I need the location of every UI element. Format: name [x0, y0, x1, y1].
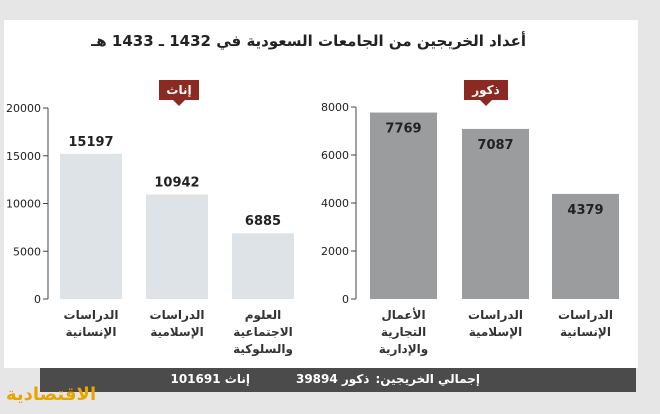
- male-bar: [370, 112, 437, 299]
- infographic-frame: أعداد الخريجين من الجامعات السعودية في 1…: [4, 8, 654, 392]
- male-y-tick-label: 2000: [321, 245, 349, 258]
- male-data-label: 4379: [567, 203, 603, 218]
- male-badge: ذكور: [464, 80, 508, 106]
- totals-bar: إجمالي الخريجين: ذكور 39894 إناث 101691: [40, 368, 636, 392]
- male-category-label: والإدارية: [379, 342, 428, 357]
- male-category-label: الأعمال: [381, 307, 425, 322]
- chart-title: أعداد الخريجين من الجامعات السعودية في 1…: [91, 32, 526, 50]
- male-y-tick-label: 6000: [321, 149, 349, 162]
- male-category-label: الإنسانية: [560, 325, 611, 339]
- female-data-label: 10942: [154, 176, 199, 191]
- male-category-label: الدراسات: [468, 308, 523, 322]
- male-bar: [462, 128, 529, 299]
- totals-text: إجمالي الخريجين: ذكور 39894 إناث 101691: [164, 372, 480, 386]
- totals-female: إناث 101691: [170, 372, 250, 386]
- female-y-tick-label: 15000: [6, 150, 41, 163]
- female-category-label: والسلوكية: [233, 342, 293, 357]
- female-bar: [232, 233, 294, 299]
- male-category-label: الإسلامية: [469, 325, 523, 339]
- female-category-label: الدراسات: [64, 308, 119, 322]
- male-bar-chart: 8000 6000 4000 2000 0 7769 الأعمال التجارية والإ…: [321, 101, 619, 357]
- female-category-label: العلوم: [245, 308, 282, 323]
- female-y-tick-label: 20000: [6, 102, 41, 115]
- female-y-tick-label: 5000: [13, 245, 41, 258]
- female-bar: [146, 194, 208, 299]
- totals-label: إجمالي الخريجين:: [375, 372, 480, 386]
- totals-male: ذكور 39894: [295, 372, 370, 386]
- female-category-label: الاجتماعية: [233, 325, 293, 339]
- female-data-label: 6885: [245, 214, 281, 229]
- male-data-label: 7769: [385, 122, 421, 137]
- male-y-tick-label: 0: [342, 293, 349, 306]
- female-y-tick-label: 10000: [6, 198, 41, 211]
- male-y-tick-label: 4000: [321, 197, 349, 210]
- male-bar: [552, 193, 619, 299]
- female-badge: إناث: [159, 80, 199, 106]
- female-category-label: الإنسانية: [66, 325, 117, 339]
- female-data-label: 15197: [68, 135, 113, 150]
- female-category-label: الإسلامية: [150, 325, 204, 339]
- female-bar: [60, 153, 122, 299]
- male-category-label: التجارية: [381, 325, 426, 339]
- female-chart-panel: إناث 20000 15000 10000 5000 0 15197 الدراسات ال…: [4, 66, 316, 368]
- male-category-label: الدراسات: [558, 308, 613, 322]
- female-category-label: الدراسات: [150, 308, 205, 322]
- male-y-tick-label: 8000: [321, 101, 349, 114]
- female-y-tick-label: 0: [34, 293, 41, 306]
- title-bar: أعداد الخريجين من الجامعات السعودية في 1…: [4, 20, 638, 66]
- publisher-logo: الاقتصادية: [6, 384, 97, 405]
- female-bar-chart: 20000 15000 10000 5000 0 15197 الدراسات الإنسان…: [6, 102, 294, 357]
- male-chart-panel: ذكور 8000 6000 4000 2000 0 7769 الأعمال التجاري…: [316, 66, 638, 368]
- male-data-label: 7087: [477, 138, 513, 153]
